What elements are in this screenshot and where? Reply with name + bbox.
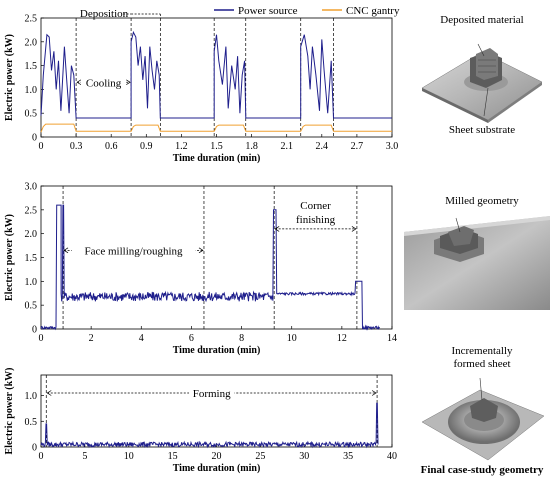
y-tick-label-0: 1.5 — [25, 61, 38, 72]
annotation-label: finishing — [296, 214, 336, 226]
x-tick-label-2: 10 — [124, 451, 134, 462]
y-axis-label-0: Electric power (kW) — [4, 34, 15, 121]
x-tick-label-1: 0 — [39, 333, 44, 344]
annotation-bg — [189, 385, 235, 400]
y-tick-label-1: 0.5 — [25, 301, 38, 312]
x-tick-label-0: 0.6 — [105, 141, 118, 152]
x-tick-label-0: 2.7 — [351, 141, 364, 152]
annotation-arrow-right — [371, 390, 377, 396]
y-tick-label-2: 0 — [32, 443, 37, 454]
annotation-label: Forming — [193, 388, 231, 400]
formed-sheet-label: Incrementally formed sheet — [451, 345, 513, 370]
x-tick-label-1: 6 — [189, 333, 194, 344]
x-tick-label-0: 0 — [39, 141, 44, 152]
y-tick-label-0: 0.5 — [25, 109, 38, 120]
annotation-bg — [80, 74, 127, 90]
annotation-arrow-right — [198, 247, 204, 254]
x-axis-label-0: Time duration (min) — [173, 153, 261, 164]
annotation-arrow-left — [46, 390, 52, 396]
x-tick-label-1: 4 — [139, 333, 144, 344]
legend-label-1: CNC gantry — [346, 5, 400, 17]
x-tick-label-2: 40 — [387, 451, 397, 462]
y-tick-label-1: 2.5 — [25, 205, 38, 216]
x-tick-label-2: 25 — [255, 451, 265, 462]
x-tick-label-2: 5 — [82, 451, 87, 462]
y-tick-label-1: 1.0 — [25, 277, 38, 288]
annotation-arrow-left — [274, 226, 280, 232]
x-tick-label-1: 8 — [239, 333, 244, 344]
x-axis-label-2: Time duration (min) — [173, 463, 261, 474]
x-tick-label-1: 12 — [337, 333, 347, 344]
x-tick-label-0: 3.0 — [386, 141, 399, 152]
x-tick-label-0: 2.4 — [316, 141, 329, 152]
x-tick-label-0: 1.8 — [245, 141, 258, 152]
final-geometry-caption: Final case-study geometry — [420, 464, 544, 476]
series-line-power-source — [40, 204, 380, 331]
annotation-deposition: Deposition — [80, 8, 129, 20]
series-line-cnc-gantry — [40, 123, 392, 133]
y-tick-label-2: 1.0 — [25, 391, 38, 402]
y-tick-label-1: 0 — [32, 325, 37, 336]
y-axis-label-2: Electric power (kW) — [4, 367, 15, 454]
x-tick-label-1: 14 — [387, 333, 397, 344]
x-tick-label-1: 2 — [89, 333, 94, 344]
series-line-power-source — [40, 30, 392, 119]
milled-geometry-label: Milled geometry — [445, 195, 519, 207]
y-tick-label-1: 1.5 — [25, 253, 38, 264]
y-tick-label-0: 2.0 — [25, 37, 38, 48]
annotation-arrow-left — [76, 79, 82, 86]
x-tick-label-2: 20 — [212, 451, 222, 462]
sheet-substrate-label: Sheet substrate — [448, 124, 516, 136]
x-tick-label-2: 35 — [343, 451, 353, 462]
x-tick-label-0: 2.1 — [280, 141, 293, 152]
annotation-bg — [71, 242, 196, 258]
x-tick-label-0: 1.5 — [210, 141, 223, 152]
annotation-label: Face milling/roughing — [84, 245, 183, 257]
x-tick-label-2: 15 — [168, 451, 178, 462]
x-axis-label-1: Time duration (min) — [173, 345, 261, 356]
x-tick-label-1: 10 — [287, 333, 297, 344]
annotation-label: Cooling — [86, 77, 122, 89]
x-tick-label-2: 30 — [299, 451, 309, 462]
legend-label-0: Power source — [238, 5, 298, 17]
y-tick-label-2: 0.5 — [25, 417, 38, 428]
y-tick-label-0: 0 — [32, 133, 37, 144]
annotation-arrow-right — [351, 226, 357, 232]
y-tick-label-0: 2.5 — [25, 14, 38, 25]
milled-geometry-photo — [404, 210, 550, 310]
x-tick-label-2: 0 — [39, 451, 44, 462]
series-line-power-source — [40, 402, 379, 449]
y-tick-label-0: 1.0 — [25, 85, 38, 96]
plot-frame-1 — [40, 185, 393, 330]
y-tick-label-1: 2.0 — [25, 229, 38, 240]
y-axis-label-1: Electric power (kW) — [4, 214, 15, 301]
x-tick-label-0: 1.2 — [175, 141, 188, 152]
annotation-label: Corner — [300, 200, 331, 212]
y-tick-label-1: 3.0 — [25, 182, 38, 193]
formed-sheet-photo — [420, 376, 546, 462]
x-tick-label-0: 0.3 — [70, 141, 83, 152]
deposited-material-label: Deposited material — [440, 14, 524, 26]
annotation-arrow-left — [63, 247, 69, 254]
x-tick-label-0: 0.9 — [140, 141, 153, 152]
annotation-arrow-right — [125, 79, 131, 86]
deposited-material-photo — [418, 30, 546, 125]
